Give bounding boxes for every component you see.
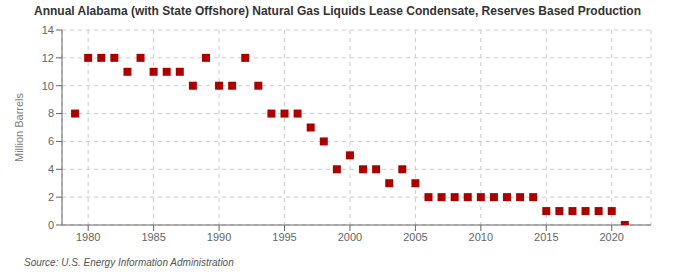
svg-text:2015: 2015 bbox=[534, 231, 558, 243]
svg-text:10: 10 bbox=[42, 80, 54, 92]
svg-text:1990: 1990 bbox=[207, 231, 231, 243]
html-text:Annual Alabama (with State Off: Annual Alabama (with State Offshore) Nat… bbox=[34, 4, 641, 18]
svg-text:8: 8 bbox=[48, 107, 54, 119]
html-text:Source: U.S. Energy Informatio: Source: U.S. Energy Information Administ… bbox=[24, 257, 234, 268]
svg-text:2005: 2005 bbox=[403, 231, 427, 243]
svg-text:2: 2 bbox=[48, 191, 54, 203]
svg-text:2010: 2010 bbox=[469, 231, 493, 243]
svg-text:0: 0 bbox=[48, 219, 54, 231]
svg-text:2020: 2020 bbox=[599, 231, 623, 243]
svg-text:1995: 1995 bbox=[272, 231, 296, 243]
svg-text:14: 14 bbox=[42, 24, 54, 36]
svg-text:Million Barrels: Million Barrels bbox=[13, 92, 25, 162]
svg-text:12: 12 bbox=[42, 52, 54, 64]
svg-text:6: 6 bbox=[48, 135, 54, 147]
svg-text:2000: 2000 bbox=[338, 231, 362, 243]
svg-text:1980: 1980 bbox=[76, 231, 100, 243]
svg-text:1985: 1985 bbox=[141, 231, 165, 243]
svg-text:4: 4 bbox=[48, 163, 54, 175]
